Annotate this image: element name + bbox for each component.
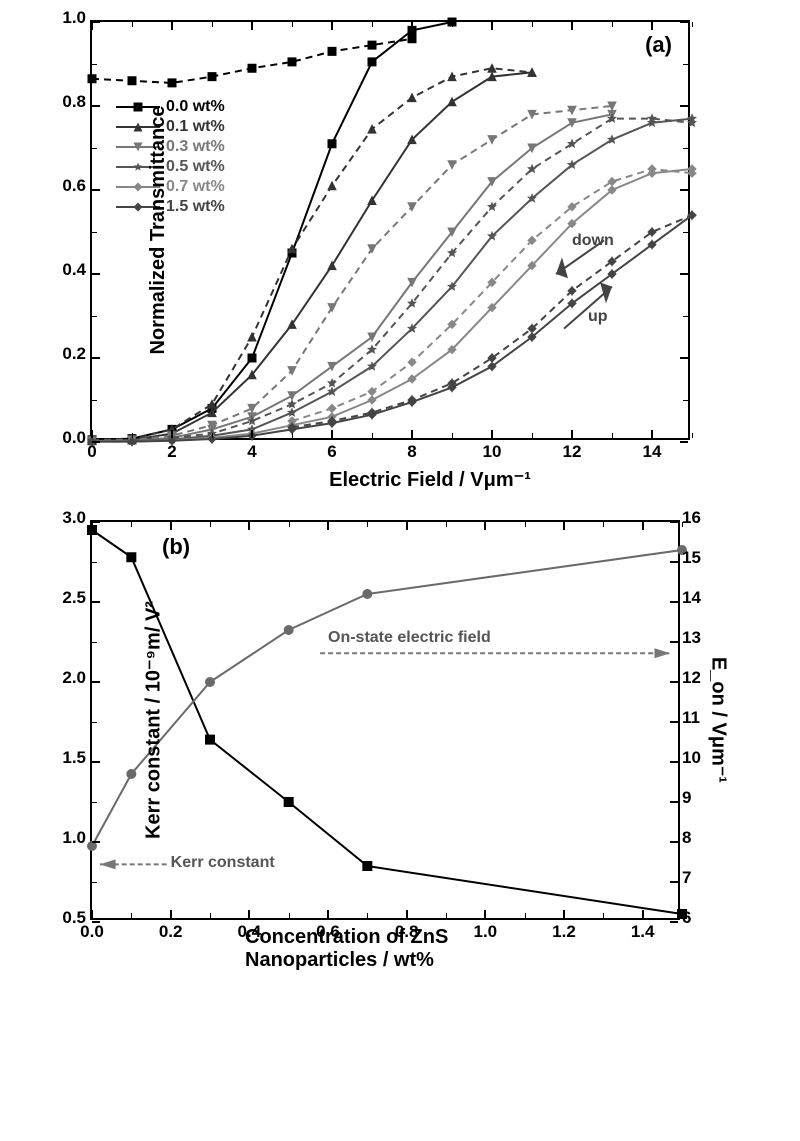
annotation-eon: On-state electric field xyxy=(328,629,491,647)
panel-a-label: (a) xyxy=(645,32,672,58)
annotation-down: down xyxy=(572,232,614,250)
legend-item: 0.1 wt% xyxy=(116,118,225,136)
annotation-kerr: Kerr constant xyxy=(171,854,275,872)
panel-a-xlabel: Electric Field / Vμm⁻¹ xyxy=(329,467,531,492)
panel-a-legend: 0.0 wt% 0.1 wt% 0.3 wt% 0.5 wt% 0.7 wt% 1.5 w… xyxy=(116,98,225,218)
legend-item: 0.5 wt% xyxy=(116,158,225,176)
legend-item: 1.5 wt% xyxy=(116,198,225,216)
legend-item: 0.3 wt% xyxy=(116,138,225,156)
panel-b-label: (b) xyxy=(162,534,190,560)
panel-b-plot-area: (b) Kerr constant On-state electric fiel… xyxy=(90,520,680,920)
panel-a-plot-area: (a) 0.0 wt% 0.1 wt% 0.3 wt% 0.5 wt% 0.7 wt% 1… xyxy=(90,20,690,440)
panel-b-ylabel-right: E_on / Vμm⁻¹ xyxy=(706,657,731,783)
panel-b: (b) Kerr constant On-state electric fiel… xyxy=(90,520,710,920)
annotation-up: up xyxy=(588,308,608,326)
panel-a-ylabel: Normalized Transmittance xyxy=(147,106,170,355)
legend-item: 0.0 wt% xyxy=(116,98,225,116)
legend-item: 0.7 wt% xyxy=(116,178,225,196)
figure-container: (a) 0.0 wt% 0.1 wt% 0.3 wt% 0.5 wt% 0.7 wt% 1… xyxy=(0,0,800,980)
panel-b-ylabel-left: Kerr constant / 10⁻⁹m/ V² xyxy=(140,601,165,839)
panel-a: (a) 0.0 wt% 0.1 wt% 0.3 wt% 0.5 wt% 0.7 wt% 1… xyxy=(90,20,770,440)
panel-b-xlabel: Concentration of ZnS Nanoparticles / wt% xyxy=(245,926,555,972)
